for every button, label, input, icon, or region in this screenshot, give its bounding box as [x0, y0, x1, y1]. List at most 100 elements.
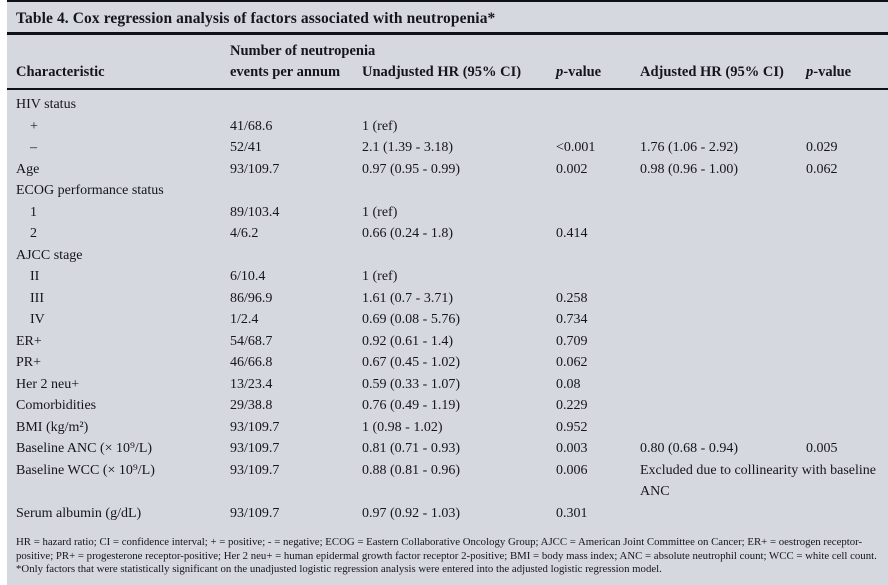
cell-characteristic: ER+	[16, 333, 42, 349]
table-row: II 6/10.4 1 (ref)	[7, 266, 888, 288]
cell-p-value-2	[806, 395, 888, 417]
cell-unadjusted-hr: 0.97 (0.95 - 0.99)	[362, 161, 460, 177]
cell-p-value-2	[806, 89, 888, 116]
table-row: +41/68.6 1 (ref)	[7, 116, 888, 138]
cell-p-value-2	[806, 417, 888, 439]
cell-p-value-1: 0.709	[556, 333, 588, 349]
cell-adjusted-hr	[640, 503, 806, 525]
cell-p-value-2	[806, 352, 888, 374]
cell-unadjusted-hr: 0.97 (0.92 - 1.03)	[362, 505, 460, 521]
cell-events: 93/109.7	[230, 161, 280, 177]
cell-unadjusted-hr: 0.76 (0.49 - 1.19)	[362, 398, 460, 413]
cell-events: 1/2.4	[230, 312, 259, 327]
cell-characteristic: ECOG performance status	[16, 183, 164, 198]
table-row: 2 4/6.2 0.66 (0.24 - 1.8) 0.414	[7, 223, 888, 245]
cell-events	[230, 245, 362, 267]
cell-adjusted-hr	[640, 374, 806, 396]
cell-p-value-1: 0.414	[556, 226, 588, 241]
cell-unadjusted-hr: 0.66 (0.24 - 1.8)	[362, 226, 453, 241]
cell-p-value-2	[806, 331, 888, 353]
cell-events: 52/41	[230, 140, 262, 155]
cell-unadjusted-hr: 1 (ref)	[362, 118, 398, 134]
cell-p-value-1	[556, 116, 640, 138]
cell-p-value-1: <0.001	[556, 140, 596, 155]
cell-p-value-1: 0.258	[556, 290, 588, 306]
cell-p-value-2	[806, 223, 888, 245]
cell-adjusted-hr: Excluded due to collinearity with baseli…	[640, 462, 876, 500]
table-panel: Table 4. Cox regression analysis of fact…	[7, 0, 888, 585]
cell-events: 46/66.8	[230, 355, 273, 370]
table-row: Serum albumin (g/dL) 93/109.7 0.97 (0.92 -…	[7, 503, 888, 525]
cell-events: 89/103.4	[230, 204, 280, 220]
cell-events	[230, 89, 362, 116]
table-row: Her 2 neu+ 13/23.4 0.59 (0.33 - 1.07) 0.08	[7, 374, 888, 396]
table-row: BMI (kg/m²) 93/109.7 1 (0.98 - 1.02) 0.952	[7, 417, 888, 439]
table-row: PR+ 46/66.8 0.67 (0.45 - 1.02) 0.062	[7, 352, 888, 374]
header-row: Characteristic Number of neutropenia eve…	[7, 35, 888, 90]
cell-adjusted-hr	[640, 417, 806, 439]
cell-events: 86/96.9	[230, 290, 273, 306]
footnote-significance: *Only factors that were statistically si…	[16, 563, 662, 575]
cell-p-value-1: 0.002	[556, 161, 588, 177]
cell-events: 4/6.2	[230, 226, 259, 241]
cell-events: 13/23.4	[230, 376, 273, 392]
cell-unadjusted-hr: 1 (ref)	[362, 269, 398, 284]
cell-characteristic: 2	[30, 226, 37, 241]
cell-events: 6/10.4	[230, 269, 266, 284]
cell-adjusted-hr	[640, 116, 806, 138]
footnote-abbreviations: HR = hazard ratio; CI = confidence inter…	[16, 536, 877, 562]
cell-characteristic: Baseline ANC (× 10⁹/L)	[16, 441, 153, 456]
cell-p-value-2	[806, 266, 888, 288]
table-row: AJCC stage	[7, 245, 888, 267]
cell-characteristic: HIV status	[16, 97, 77, 112]
cell-characteristic: Her 2 neu+	[16, 376, 80, 392]
table-row: HIV status	[7, 89, 888, 116]
table-row: Comorbidities 29/38.8 0.76 (0.49 - 1.19) 0.…	[7, 395, 888, 417]
cell-characteristic: Baseline WCC (× 10⁹/L)	[16, 462, 155, 478]
cell-p-value-2	[806, 180, 888, 202]
cell-adjusted-hr	[640, 180, 806, 202]
cell-unadjusted-hr	[362, 89, 556, 116]
cell-characteristic: –	[30, 140, 37, 155]
table-row: ER+ 54/68.7 0.92 (0.61 - 1.4) 0.709	[7, 331, 888, 353]
cell-characteristic: III	[30, 290, 44, 306]
cell-adjusted-hr	[640, 223, 806, 245]
cell-p-value-1	[556, 180, 640, 202]
table-row: III 86/96.9 1.61 (0.7 - 3.71) 0.258	[7, 288, 888, 310]
cell-adjusted-hr	[640, 89, 806, 116]
cell-p-value-2	[806, 245, 888, 267]
cell-events: 41/68.6	[230, 118, 273, 134]
cell-p-value-1	[556, 245, 640, 267]
cell-adjusted-hr	[640, 309, 806, 331]
cell-events: 93/109.7	[230, 419, 280, 435]
table-row: Baseline WCC (× 10⁹/L) 93/109.7 0.88 (0.81…	[7, 460, 888, 503]
header-p-value-1: p-value	[556, 35, 640, 90]
header-p-value-1-label: p-value	[556, 64, 602, 80]
cell-p-value-2	[806, 116, 888, 138]
cell-p-value-1: 0.08	[556, 376, 581, 392]
footnotes: HR = hazard ratio; CI = confidence inter…	[7, 524, 888, 577]
cell-adjusted-hr	[640, 352, 806, 374]
cell-adjusted-hr	[640, 395, 806, 417]
cell-p-value-1: 0.301	[556, 505, 588, 521]
cell-characteristic: 1	[30, 204, 37, 220]
cell-p-value-2	[806, 374, 888, 396]
cell-characteristic: +	[30, 118, 38, 134]
cell-adjusted-hr: 1.76 (1.06 - 2.92)	[640, 140, 738, 155]
table-title: Table 4. Cox regression analysis of fact…	[7, 2, 888, 35]
table-body: HIV status +41/68.6 1 (ref) – 52/41 2.1 (1.39…	[7, 89, 888, 524]
cell-unadjusted-hr: 0.67 (0.45 - 1.02)	[362, 355, 460, 370]
header-unadjusted-hr: Unadjusted HR (95% CI)	[362, 35, 556, 90]
cell-p-value-1: 0.006	[556, 462, 588, 478]
header-events-label: Number of neutropenia events per annum	[230, 43, 376, 80]
header-p-value-2: p-value	[806, 35, 888, 90]
cell-characteristic: II	[30, 269, 40, 284]
table-row: Age 93/109.7 0.97 (0.95 - 0.99) 0.002 0.98 (…	[7, 159, 888, 181]
header-adjusted-hr: Adjusted HR (95% CI)	[640, 35, 806, 90]
cell-adjusted-hr	[640, 331, 806, 353]
cell-characteristic: Serum albumin (g/dL)	[16, 505, 142, 521]
cell-p-value-1: 0.734	[556, 312, 588, 327]
cell-unadjusted-hr: 0.88 (0.81 - 0.96)	[362, 462, 460, 478]
table-header: Characteristic Number of neutropenia eve…	[7, 35, 888, 90]
cell-unadjusted-hr: 2.1 (1.39 - 3.18)	[362, 140, 453, 155]
